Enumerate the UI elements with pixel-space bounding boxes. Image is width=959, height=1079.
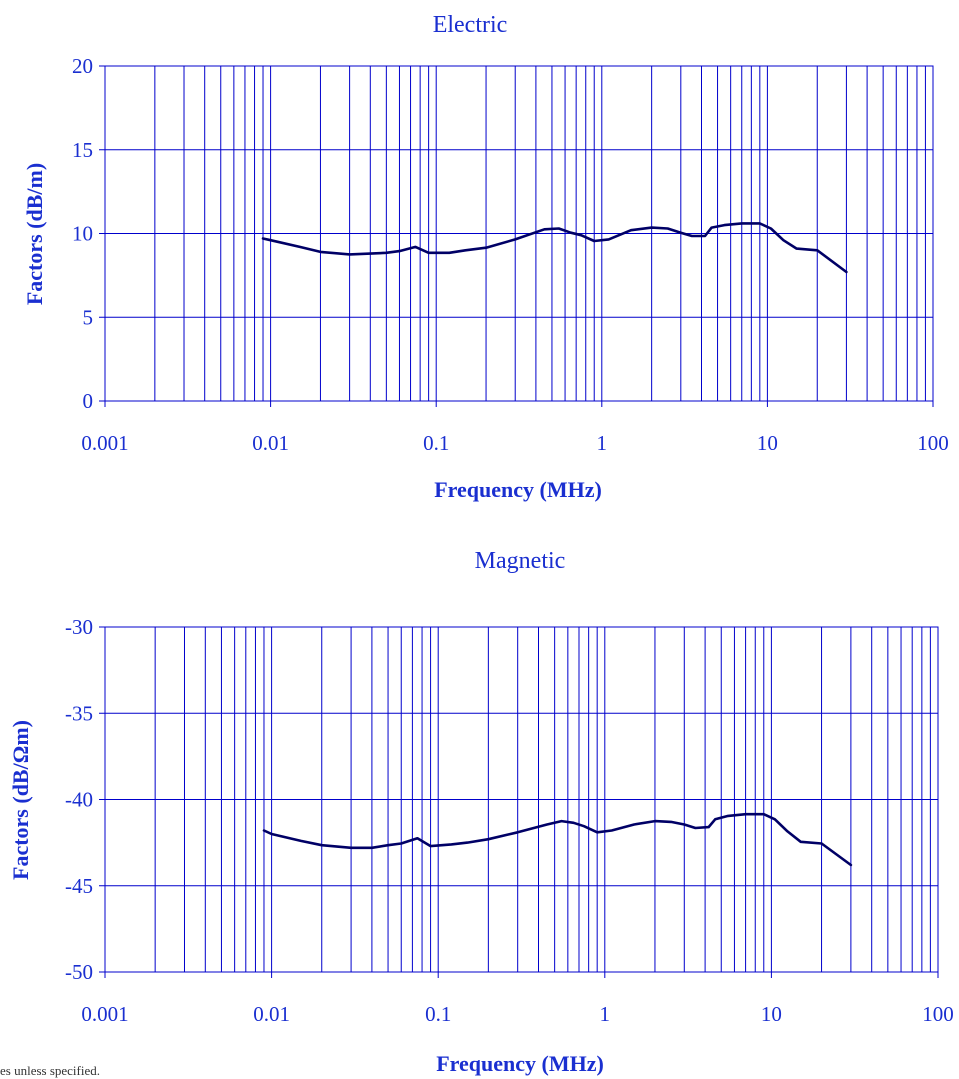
electric-title: Electric — [433, 12, 508, 38]
electric-y-axis-label: Factors (dB/m) — [22, 163, 47, 305]
electric-series-line — [261, 222, 848, 274]
x-tick-label: 0.01 — [252, 431, 289, 455]
footnote: es unless specified. — [0, 1063, 101, 1078]
y-tick-label: 5 — [83, 305, 94, 329]
x-tick-label: 0.01 — [253, 1002, 290, 1026]
plot-frame — [104, 65, 934, 402]
x-tick-label: 10 — [761, 1002, 782, 1026]
x-tick-label: 1 — [600, 1002, 611, 1026]
x-tick-label: 10 — [757, 431, 778, 455]
y-tick-label: 20 — [72, 54, 93, 78]
y-tick-label: -50 — [65, 960, 93, 984]
x-tick-label: 1 — [597, 431, 608, 455]
x-tick-label: 100 — [917, 431, 949, 455]
electric-grid — [99, 65, 934, 402]
y-tick-label: -35 — [65, 701, 93, 725]
magnetic-chart: Magnetic 0.001 0.01 0.1 1 10 100 -30 -35 -40 -45 -… — [8, 548, 954, 1076]
y-tick-label: 15 — [72, 138, 93, 162]
y-tick-label: 10 — [72, 222, 93, 246]
electric-x-axis-label: Frequency (MHz) — [434, 477, 602, 502]
magnetic-grid — [99, 626, 939, 973]
x-tick-label: 0.001 — [81, 431, 128, 455]
magnetic-y-axis-label: Factors (dB/Ωm) — [8, 720, 33, 880]
y-tick-label: -30 — [65, 615, 93, 639]
magnetic-ticks: 0.001 0.01 0.1 1 10 100 -30 -35 -40 -45 -50 — [65, 615, 954, 1026]
y-tick-label: 0 — [83, 389, 94, 413]
electric-ticks: 0.001 0.01 0.1 1 10 100 20 15 10 5 0 — [72, 54, 949, 455]
magnetic-series-line — [262, 812, 853, 867]
x-tick-label: 0.1 — [425, 1002, 451, 1026]
electric-chart: Electric 0.001 0.01 0.1 1 10 100 20 15 10 5 0 Freq… — [22, 12, 949, 502]
x-tick-label: 100 — [922, 1002, 954, 1026]
magnetic-title: Magnetic — [475, 548, 566, 574]
magnetic-x-axis-label: Frequency (MHz) — [436, 1051, 604, 1076]
y-tick-label: -45 — [65, 874, 93, 898]
x-tick-label: 0.1 — [423, 431, 449, 455]
y-tick-label: -40 — [65, 788, 93, 812]
plot-frame — [104, 626, 939, 973]
x-tick-label: 0.001 — [81, 1002, 128, 1026]
